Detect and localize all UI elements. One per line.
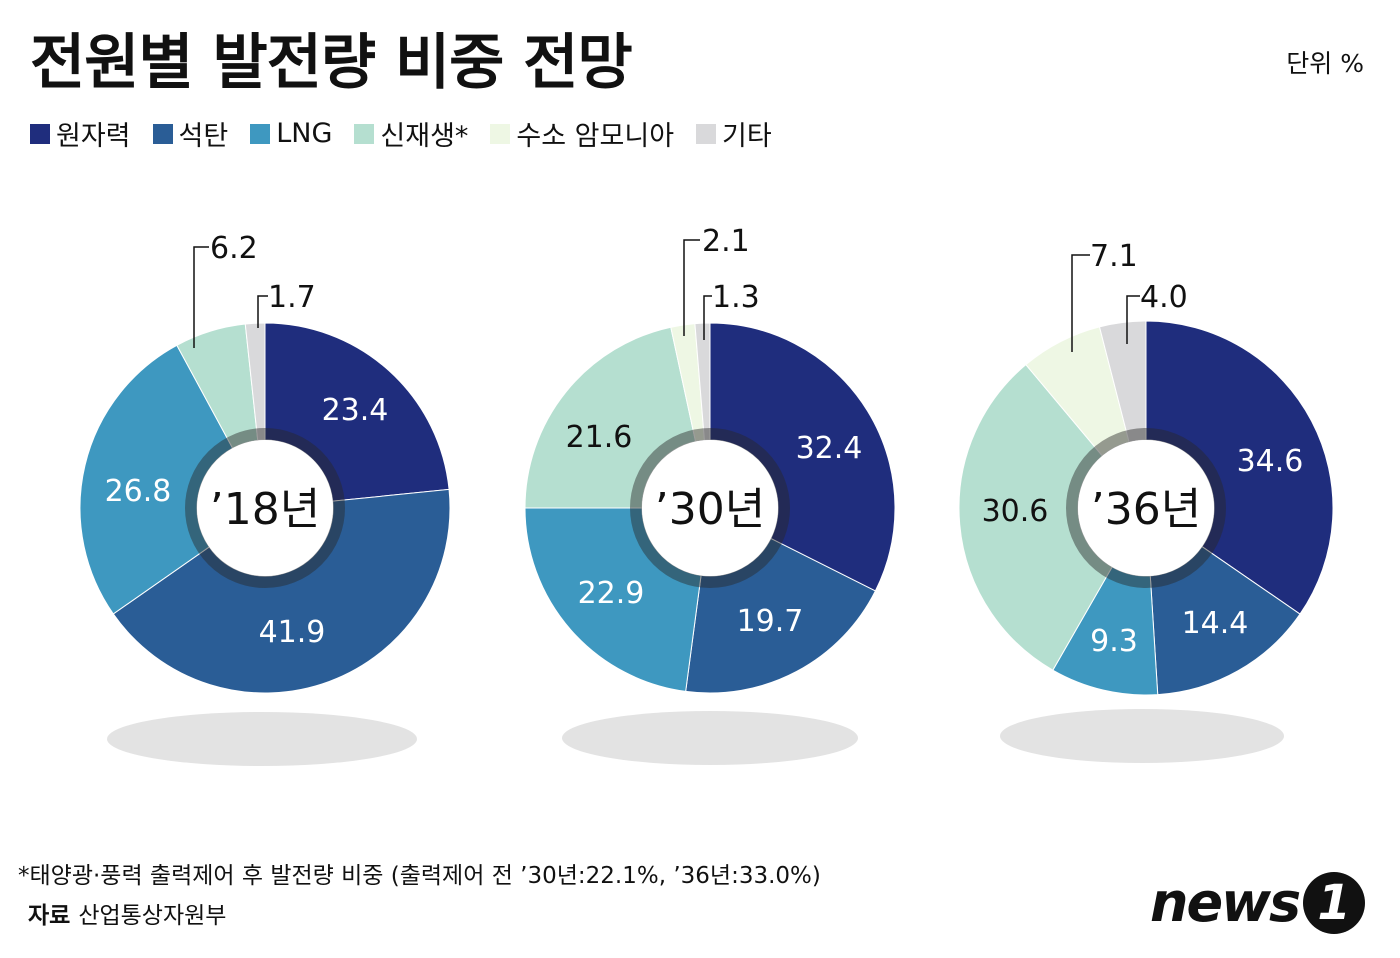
data-label: 2.1	[702, 224, 750, 259]
data-label: 30.6	[982, 494, 1049, 529]
data-label: 1.3	[712, 280, 760, 315]
donut-inner-ring	[630, 428, 790, 588]
chart-year-label: ’18년	[210, 484, 320, 535]
logo-badge: 1	[1303, 872, 1366, 934]
legend-item-other: 기타	[696, 114, 772, 153]
legend-swatch-lng	[250, 123, 271, 144]
legend-label-renewable: 신재생*	[380, 121, 469, 152]
donut-chart-0: ’18년 23.4 41.9 26.8 6.2 1.7	[79, 231, 451, 766]
data-label: 34.6	[1237, 444, 1304, 479]
leader-line	[1126, 295, 1140, 344]
data-label: 41.9	[259, 615, 326, 650]
legend-item-lng: LNG	[250, 118, 332, 149]
news1-logo: news 1	[1150, 871, 1366, 934]
legend-label-hydrogen-ammonia: 수소 암모니아	[516, 121, 675, 152]
legend-label-coal: 석탄	[178, 121, 229, 152]
chart-shadow	[1000, 709, 1284, 763]
data-label: 32.4	[796, 431, 863, 466]
data-label: 19.7	[737, 604, 804, 639]
legend-item-renewable: 신재생*	[354, 114, 468, 153]
donut-hole	[642, 440, 778, 576]
data-label: 26.8	[105, 474, 172, 509]
legend-item-hydrogen-ammonia: 수소 암모니아	[490, 114, 674, 153]
donut-chart-1: ’30년 32.4 19.7 22.9 21.6 2.1 1.3	[524, 224, 896, 765]
data-label: 7.1	[1090, 239, 1138, 274]
leader-line	[703, 295, 712, 340]
donut-inner-ring	[1066, 428, 1226, 588]
chart-year-label: ’36년	[1091, 484, 1201, 535]
legend-swatch-renewable	[354, 123, 375, 144]
logo-text: news	[1150, 871, 1301, 934]
data-label: 6.2	[210, 231, 258, 266]
leader-line	[193, 246, 209, 348]
donut-chart-2: ’36년 34.6 14.4 9.3 30.6 7.14.0	[958, 239, 1334, 763]
donut-inner-ring	[185, 428, 345, 588]
chart-shadow	[562, 711, 858, 765]
source: 자료 산업통상자원부	[28, 896, 226, 930]
data-label: 4.0	[1140, 280, 1188, 315]
footnote: *태양광·풍력 출력제어 후 발전량 비중 (출력제어 전 ’30년:22.1%…	[18, 863, 821, 889]
leader-line	[1071, 254, 1090, 352]
data-label: 1.7	[268, 280, 316, 315]
source-value: 산업통상자원부	[78, 903, 227, 929]
chart-shadow	[107, 712, 417, 766]
leader-line	[257, 295, 268, 328]
legend-swatch-hydrogen-ammonia	[490, 123, 511, 144]
donut-hole	[1078, 440, 1214, 576]
legend-label-lng: LNG	[276, 118, 333, 149]
legend-swatch-nuclear	[30, 123, 50, 144]
unit-label: 단위 %	[1286, 49, 1364, 78]
data-label: 21.6	[566, 420, 633, 455]
legend-label-nuclear: 원자력	[56, 121, 131, 152]
legend-swatch-coal	[152, 123, 173, 144]
data-label: 14.4	[1182, 606, 1249, 641]
legend-item-nuclear: 원자력	[30, 114, 131, 153]
chart-year-label: ’30년	[655, 484, 765, 535]
leader-line	[683, 239, 700, 336]
legend-swatch-other	[696, 123, 717, 144]
data-label: 22.9	[578, 576, 645, 611]
donut-hole	[197, 440, 333, 576]
data-label: 23.4	[322, 393, 389, 428]
legend-label-other: 기타	[722, 121, 772, 152]
data-label: 9.3	[1090, 624, 1138, 659]
page-title: 전원별 발전량 비중 전망	[30, 28, 633, 98]
legend: 원자력 석탄 LNG 신재생* 수소 암모니아 기타	[30, 114, 794, 153]
source-label: 자료	[28, 903, 71, 929]
legend-item-coal: 석탄	[152, 114, 229, 153]
